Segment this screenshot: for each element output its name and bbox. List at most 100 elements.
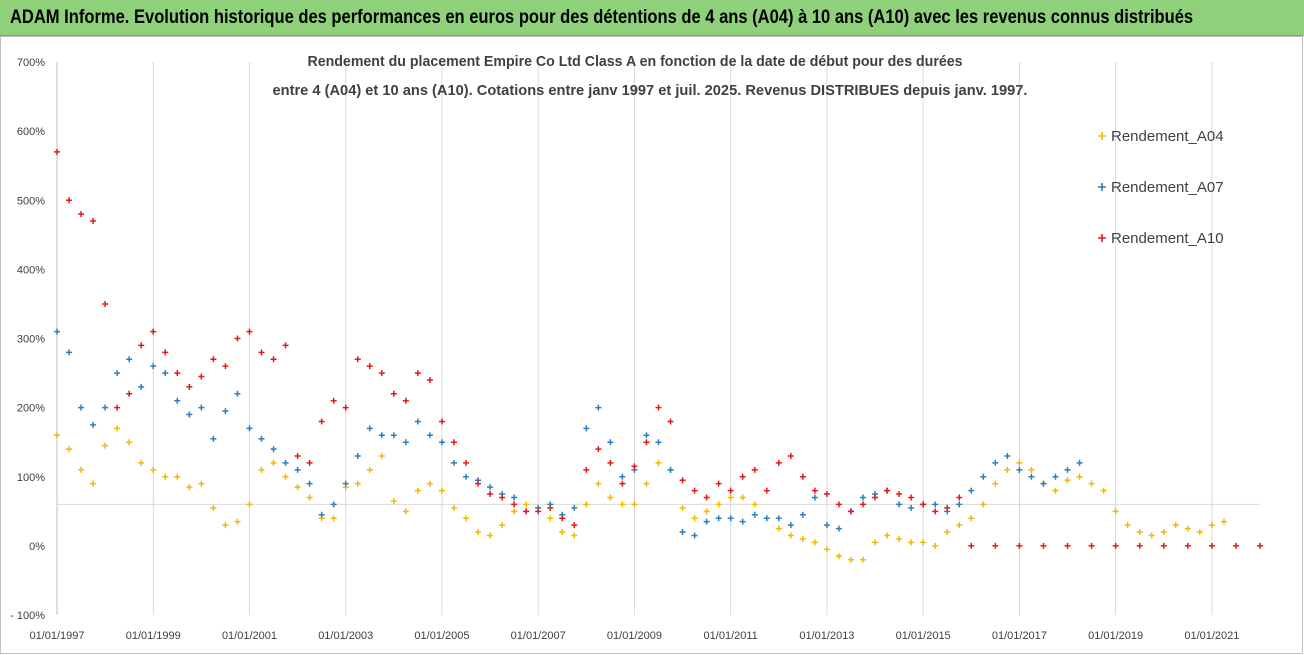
data-point [835, 501, 842, 508]
series-rendement-a10 [54, 148, 1263, 549]
data-point [523, 508, 530, 515]
data-point [222, 363, 229, 370]
data-point [595, 404, 602, 411]
data-point [691, 515, 698, 522]
data-point [643, 439, 650, 446]
data-point [475, 529, 482, 536]
data-point [679, 504, 686, 511]
data-point [944, 529, 951, 536]
data-point [90, 480, 97, 487]
data-point [378, 370, 385, 377]
data-point [390, 432, 397, 439]
data-point [1257, 542, 1263, 549]
data-point [342, 480, 349, 487]
data-point [571, 522, 578, 529]
data-point [198, 373, 205, 380]
legend-item: Rendement_A07 [1098, 179, 1224, 196]
data-point [306, 494, 313, 501]
data-point [1208, 542, 1215, 549]
data-point [1040, 480, 1047, 487]
data-point [727, 494, 734, 501]
data-point [258, 435, 265, 442]
data-point [1064, 477, 1071, 484]
data-point [487, 491, 494, 498]
data-point [294, 466, 301, 473]
data-point [402, 439, 409, 446]
x-axis-ticks: 01/01/1997 01/01/1999 01/01/2001 01/01/2003… [29, 630, 1239, 642]
data-point [956, 522, 963, 529]
data-point [968, 542, 975, 549]
data-point [691, 532, 698, 539]
data-point [860, 494, 867, 501]
data-point [330, 397, 337, 404]
data-point [1196, 529, 1203, 536]
data-point [463, 473, 470, 480]
legend-label: Rendement_A04 [1111, 128, 1224, 145]
data-point [908, 494, 915, 501]
data-point [1064, 542, 1071, 549]
data-point [1184, 525, 1191, 532]
data-point [715, 480, 722, 487]
chart-subtitle-line-2: entre 4 (A04) et 10 ans (A10). Cotations… [273, 82, 1028, 99]
data-point [511, 494, 518, 501]
data-point [102, 442, 109, 449]
data-point [980, 501, 987, 508]
data-point [198, 480, 205, 487]
data-point [1184, 542, 1191, 549]
data-point [920, 539, 927, 546]
data-point [378, 432, 385, 439]
data-point [90, 421, 97, 428]
data-point [511, 508, 518, 515]
y-tick-label: - 100% [10, 610, 45, 622]
data-point [222, 522, 229, 529]
data-point [823, 546, 830, 553]
y-tick-label: 100% [17, 472, 45, 484]
data-point [583, 425, 590, 432]
data-point [679, 529, 686, 536]
data-point [138, 342, 145, 349]
data-point [138, 459, 145, 466]
data-point [956, 501, 963, 508]
data-point [90, 217, 97, 224]
data-point [450, 459, 457, 466]
data-point [775, 525, 782, 532]
data-point [727, 515, 734, 522]
data-point [66, 446, 73, 453]
data-point [1028, 473, 1035, 480]
data-point [835, 553, 842, 560]
data-point [860, 501, 867, 508]
data-point [1136, 542, 1143, 549]
data-point [631, 501, 638, 508]
data-point [835, 525, 842, 532]
data-point [198, 404, 205, 411]
data-point [751, 511, 758, 518]
data-point [102, 404, 109, 411]
data-point [823, 491, 830, 498]
data-point [896, 491, 903, 498]
y-tick-label: 300% [17, 334, 45, 346]
data-point [150, 328, 157, 335]
data-point [186, 411, 193, 418]
data-point [438, 487, 445, 494]
data-point [811, 487, 818, 494]
legend-marker [1098, 132, 1106, 140]
data-point [174, 397, 181, 404]
data-point [847, 508, 854, 515]
report-banner: ADAM Informe. Evolution historique des p… [0, 0, 1304, 36]
legend-item: Rendement_A10 [1098, 230, 1224, 247]
data-point [438, 418, 445, 425]
data-point [234, 518, 241, 525]
data-point [246, 425, 253, 432]
y-tick-label: 600% [17, 126, 45, 138]
data-point [691, 487, 698, 494]
data-point [1124, 522, 1131, 529]
data-point [318, 511, 325, 518]
data-point [908, 539, 915, 546]
data-point [174, 473, 181, 480]
data-point [679, 477, 686, 484]
data-point [727, 487, 734, 494]
data-point [1136, 529, 1143, 536]
data-point [715, 515, 722, 522]
data-point [463, 515, 470, 522]
